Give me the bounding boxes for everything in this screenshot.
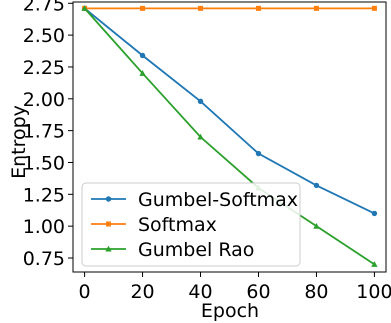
- data-point-gumbel-rao: [81, 5, 88, 11]
- y-tick-label: 1.00: [23, 216, 65, 238]
- legend-marker-gumbel-softmax: [105, 196, 112, 202]
- data-point-softmax: [313, 5, 319, 11]
- x-tick-label: 0: [79, 281, 91, 303]
- legend-label-softmax: Softmax: [138, 214, 217, 236]
- legend: Gumbel-Softmax Softmax Gumbel Rao: [81, 182, 301, 267]
- y-tick-label: 2.00: [23, 89, 65, 111]
- data-point-gumbel-softmax: [313, 182, 320, 189]
- y-tick-label: 1.50: [23, 152, 65, 174]
- data-point-gumbel-softmax: [197, 98, 204, 105]
- x-tick-label: 20: [130, 281, 154, 303]
- data-point-softmax: [140, 5, 146, 11]
- data-point-gumbel-softmax: [371, 210, 378, 217]
- y-axis: 0.75 1.00 1.25 1.50 1.75 2.00 2.25 2.50 2.75: [23, 0, 73, 270]
- series-line-gumbel-rao: [83, 7, 375, 266]
- data-point-gumbel-softmax: [255, 150, 262, 157]
- data-point-gumbel-rao: [371, 261, 378, 267]
- legend-box: [81, 182, 301, 267]
- series-line-gumbel-softmax: [84, 7, 375, 215]
- data-point-softmax: [371, 5, 377, 11]
- data-point-softmax: [255, 5, 261, 11]
- plot-frame: [72, 1, 387, 273]
- series-gumbel-softmax: [81, 5, 378, 217]
- legend-label-gumbel-rao: Gumbel Rao: [138, 239, 254, 261]
- x-tick-label: 60: [246, 281, 270, 303]
- y-tick-label: 1.25: [23, 184, 65, 206]
- x-axis: 0 20 40 60 80 100: [79, 272, 391, 303]
- plot-area: [72, 1, 387, 273]
- legend-marker-softmax: [106, 221, 111, 227]
- data-point-gumbel-softmax: [139, 52, 146, 59]
- y-tick-label: 1.75: [23, 121, 65, 143]
- x-axis-label: Epoch: [201, 300, 259, 322]
- legend-marker-gumbel-rao: [105, 245, 112, 252]
- data-point-softmax: [198, 5, 204, 11]
- y-tick-label: 2.25: [23, 57, 65, 79]
- y-tick-label: 2.50: [23, 25, 65, 47]
- y-axis-label: Entropy: [8, 105, 30, 179]
- series-softmax: [82, 5, 377, 11]
- data-point-gumbel-rao: [313, 222, 320, 229]
- legend-label-gumbel-softmax: Gumbel-Softmax: [138, 189, 298, 211]
- x-tick-label: 100: [356, 281, 391, 303]
- x-tick-label: 40: [188, 281, 212, 303]
- y-tick-label: 2.75: [23, 0, 65, 15]
- y-tick-label: 0.75: [23, 248, 65, 270]
- x-tick-label: 80: [304, 281, 328, 303]
- data-point-gumbel-rao: [139, 70, 146, 76]
- data-point-gumbel-rao: [197, 133, 204, 140]
